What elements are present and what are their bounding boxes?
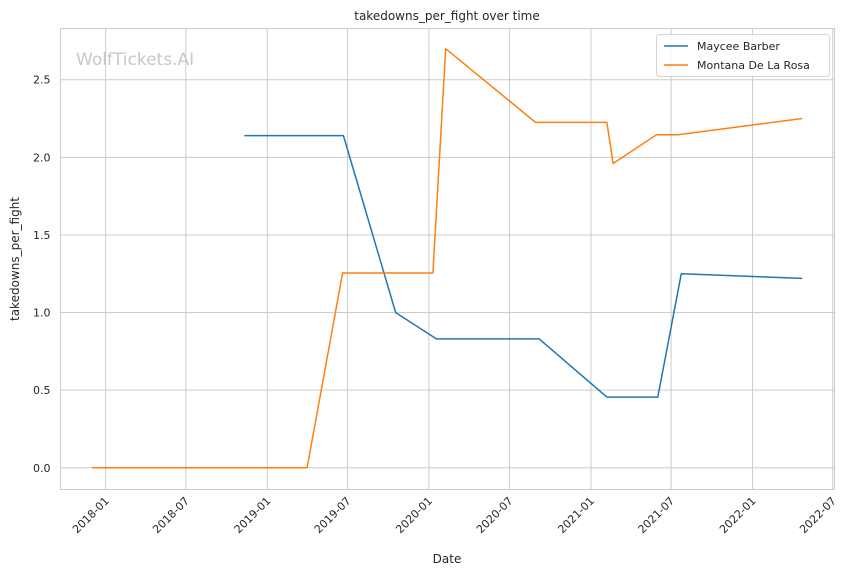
series-line bbox=[244, 134, 803, 398]
legend: Maycee Barber Montana De La Rosa bbox=[656, 34, 830, 77]
watermark-text: WolfTickets.AI bbox=[76, 50, 194, 70]
y-tick-label: 2.0 bbox=[33, 151, 51, 164]
y-axis-title: takedowns_per_fight bbox=[8, 197, 22, 321]
y-tick-label: 1.0 bbox=[33, 307, 51, 320]
y-tick-label: 0.0 bbox=[33, 462, 51, 475]
series-line bbox=[91, 47, 803, 469]
chart-title: takedowns_per_fight over time bbox=[354, 9, 540, 23]
y-tick-label: 0.5 bbox=[33, 384, 51, 397]
y-tick-label: 2.5 bbox=[33, 74, 51, 87]
plot-area-frame bbox=[60, 28, 835, 490]
series-lines bbox=[91, 47, 803, 469]
legend-frame bbox=[656, 34, 830, 77]
legend-label: Montana De La Rosa bbox=[697, 59, 810, 72]
x-axis-title: Date bbox=[433, 552, 462, 566]
y-tick-label: 1.5 bbox=[33, 229, 51, 242]
grid-lines bbox=[60, 28, 835, 490]
legend-label: Maycee Barber bbox=[697, 40, 780, 53]
